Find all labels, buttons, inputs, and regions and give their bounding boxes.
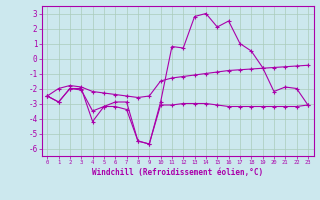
X-axis label: Windchill (Refroidissement éolien,°C): Windchill (Refroidissement éolien,°C)	[92, 168, 263, 177]
